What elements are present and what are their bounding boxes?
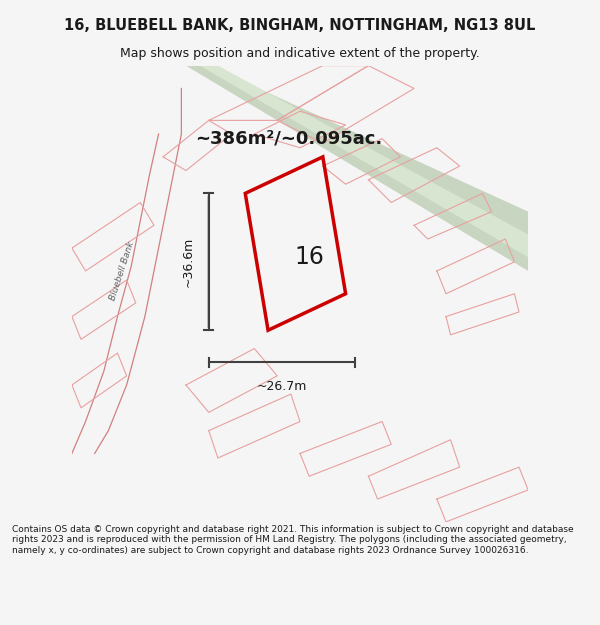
Text: 16, BLUEBELL BANK, BINGHAM, NOTTINGHAM, NG13 8UL: 16, BLUEBELL BANK, BINGHAM, NOTTINGHAM, … <box>64 18 536 33</box>
Text: Bluebell Bank: Bluebell Bank <box>108 240 136 302</box>
Text: 16: 16 <box>294 245 324 269</box>
Text: Map shows position and indicative extent of the property.: Map shows position and indicative extent… <box>120 48 480 60</box>
Text: ~36.6m: ~36.6m <box>182 237 195 287</box>
Polygon shape <box>200 66 528 258</box>
Text: ~26.7m: ~26.7m <box>257 381 307 394</box>
Text: ~386m²/~0.095ac.: ~386m²/~0.095ac. <box>195 129 382 148</box>
Text: Contains OS data © Crown copyright and database right 2021. This information is : Contains OS data © Crown copyright and d… <box>12 525 574 555</box>
Polygon shape <box>186 66 528 271</box>
